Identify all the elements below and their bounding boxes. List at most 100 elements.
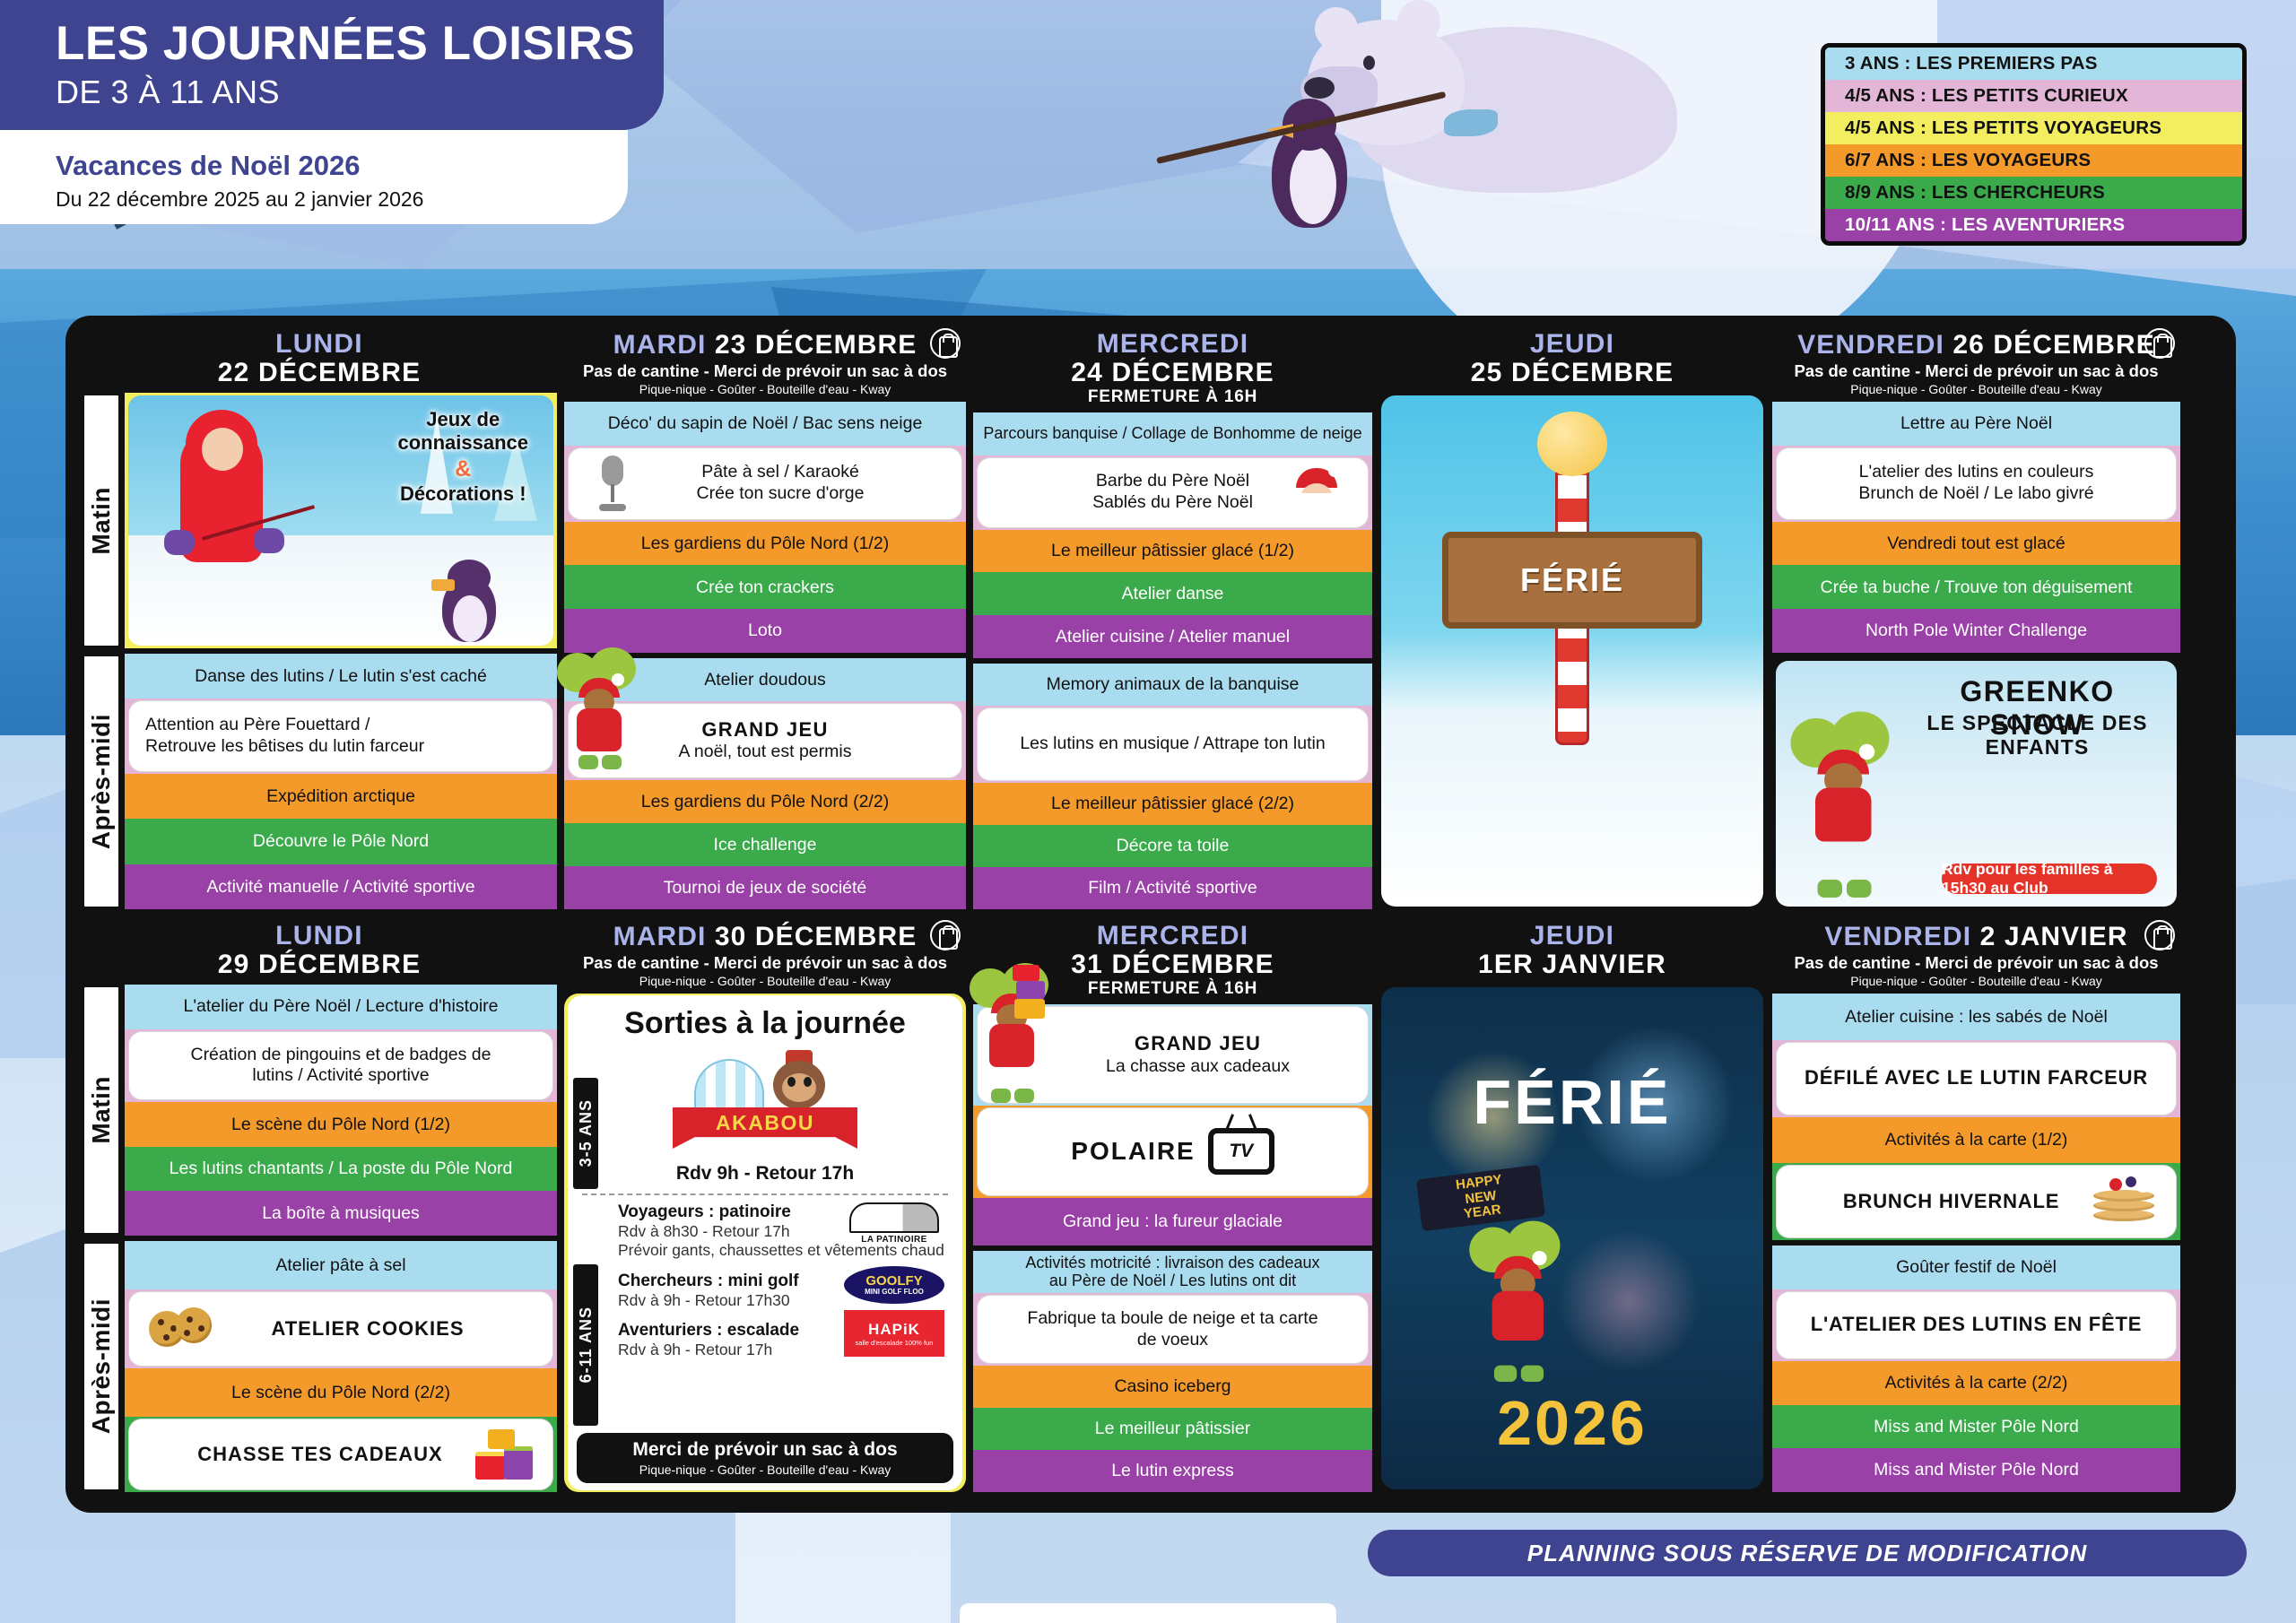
activity-card: Attention au Père Fouettard / Retrouve le… xyxy=(129,701,552,771)
bring-list-note: Pique-nique - Goûter - Bouteille d'eau -… xyxy=(639,974,891,988)
closing-note: FERMETURE À 16H xyxy=(1087,978,1258,998)
activity-row: Lettre au Père Noël xyxy=(1772,402,2180,446)
period-banner: Vacances de Noël 2026 Du 22 décembre 202… xyxy=(0,130,628,224)
activity-card: Création de pingouins et de badges de lut… xyxy=(129,1031,552,1100)
disclaimer-ribbon: PLANNING SOUS RÉSERVE DE MODIFICATION xyxy=(1368,1530,2247,1576)
slot-label-text: Après-midi xyxy=(87,713,115,850)
activity-row: Activités motricité : livraison des cade… xyxy=(973,1250,1372,1293)
activity-row: Goûter festif de Noël xyxy=(1772,1245,2180,1289)
day-date: 24 DÉCEMBRE xyxy=(1071,357,1274,387)
ferie-label: FÉRIÉ xyxy=(1519,560,1624,598)
day-name: MERCREDI xyxy=(1096,921,1249,950)
activity-card-sub: A noël, tout est permis xyxy=(678,742,852,762)
activity-row: Film / Activité sportive xyxy=(973,866,1372,910)
activity-card-text: L'ATELIER DES LUTINS EN FÊTE xyxy=(1810,1313,2143,1336)
page-subtitle: DE 3 À 11 ANS xyxy=(56,74,280,110)
greenko-subtitle: LE SPECTACLE DES ENFANTS xyxy=(1926,711,2148,759)
period-range: Du 22 décembre 2025 au 2 janvier 2026 xyxy=(56,187,424,211)
gift-boxes-icon xyxy=(472,1429,538,1480)
day-name: MARDI xyxy=(613,330,707,360)
day-name: LUNDI xyxy=(275,329,363,359)
day-column-jeudi-1er-janvier: JEUDI 1ER JANVIER FÉRIÉ HAPPY NEW YEAR 202… xyxy=(1379,918,1765,1492)
activity-card: L'ATELIER DES LUTINS EN FÊTE xyxy=(1777,1291,2176,1358)
activity-row: CHASSE TES CADEAUX xyxy=(125,1417,557,1493)
patinoire-logo: LA PATINOIRE xyxy=(840,1202,948,1245)
day-column-vendredi-26: VENDREDI 26 DÉCEMBRE Pas de cantine - Me… xyxy=(1772,326,2180,909)
activity-card-title: GRAND JEU xyxy=(701,717,829,741)
title-banner: LES JOURNÉES LOISIRS DE 3 À 11 ANS xyxy=(0,0,664,130)
activity-row: Casino iceberg xyxy=(973,1366,1372,1409)
activity-row: Déco' du sapin de Noël / Bac sens neige xyxy=(564,402,966,446)
afternoon-slot: Après-midi Atelier pâte à sel ATELIER CO… xyxy=(82,1240,557,1493)
elf-tree-mascot-icon xyxy=(555,647,641,769)
period-title: Vacances de Noël 2026 xyxy=(56,150,361,181)
week-1: LUNDI 22 DÉCEMBRE Matin xyxy=(82,326,2220,910)
activity-row: Décore ta toile xyxy=(973,824,1372,867)
tv-icon: TV xyxy=(1207,1128,1274,1176)
activity-row: Le lutin express xyxy=(973,1450,1372,1492)
day-header: LUNDI 22 DÉCEMBRE xyxy=(82,326,557,393)
elf-tree-mascot-icon xyxy=(1788,711,1923,898)
no-canteen-note: Pas de cantine - Merci de prévoir un sac… xyxy=(582,361,948,380)
santa-icon xyxy=(1292,464,1341,517)
day-header: JEUDI 25 DÉCEMBRE xyxy=(1379,326,1765,393)
legend-item-1011aventuriers: 10/11 ANS : LES AVENTURIERS xyxy=(1825,209,2242,241)
day-outing-panel: Sorties à la journée 3-5 ANS AKABOU Rdv … xyxy=(568,995,962,1490)
activity-card-text: DÉFILÉ AVEC LE LUTIN FARCEUR xyxy=(1805,1066,2148,1089)
activity-row: Grand jeu : la fureur glaciale xyxy=(973,1197,1372,1245)
day-date: 31 DÉCEMBRE xyxy=(1071,949,1274,979)
day-title: VENDREDI 2 JANVIER xyxy=(1772,922,2180,952)
activity-row: Atelier pâte à sel xyxy=(125,1240,557,1289)
day-header: MARDI 30 DÉCEMBRE Pas de cantine - Merci… xyxy=(564,918,966,994)
activity-row: Découvre le Pôle Nord xyxy=(125,819,557,864)
no-canteen-note: Pas de cantine - Merci de prévoir un sac… xyxy=(582,953,948,972)
day-column-vendredi-2-janvier: VENDREDI 2 JANVIER Pas de cantine - Merc… xyxy=(1772,918,2180,1492)
day-name: VENDREDI xyxy=(1824,922,1972,951)
day-title: MARDI 23 DÉCEMBRE xyxy=(564,330,966,360)
day-header: VENDREDI 2 JANVIER Pas de cantine - Merc… xyxy=(1772,918,2180,994)
activity-card: Pâte à sel / Karaoké Crée ton sucre d'org… xyxy=(569,447,961,519)
day-date: 1ER JANVIER xyxy=(1478,949,1666,979)
activity-row: Expédition arctique xyxy=(125,773,557,819)
day-column-lundi-29: LUNDI 29 DÉCEMBRE Matin L'atelier du Pèr… xyxy=(82,918,557,1493)
age-tag-6-11: 6-11 ANS xyxy=(573,1264,598,1426)
day-date: 22 DÉCEMBRE xyxy=(217,357,422,387)
ferie-panel-newyear: FÉRIÉ HAPPY NEW YEAR 2026 xyxy=(1381,986,1763,1489)
hero-line-1: Jeux de xyxy=(426,407,500,430)
backpack-icon xyxy=(2144,328,2175,359)
activity-row: Fabrique ta boule de neige et ta carte de… xyxy=(973,1292,1372,1367)
outing-footer-note: Merci de prévoir un sac à dos Pique-niqu… xyxy=(577,1433,953,1483)
activity-row: Les lutins en musique / Attrape ton luti… xyxy=(973,706,1372,783)
activity-row: GRAND JEU La chasse aux cadeaux xyxy=(973,1003,1372,1106)
slot-label-matin: Matin xyxy=(82,392,121,648)
day-date: 26 DÉCEMBRE xyxy=(1952,330,2155,360)
activity-card: Barbe du Père Noël Sablés du Père Noël xyxy=(978,457,1368,527)
activity-row: POLAIRE TV xyxy=(973,1105,1372,1198)
activity-card: GRAND JEU La chasse aux cadeaux xyxy=(978,1006,1368,1103)
age-group-legend: 3 ANS : LES PREMIERS PAS 4/5 ANS : LES P… xyxy=(1821,43,2247,246)
activity-row: Miss and Mister Pôle Nord xyxy=(1772,1448,2180,1492)
outing-time: Rdv à 9h - Retour 17h30 xyxy=(618,1290,790,1309)
footer-decoration xyxy=(960,1603,1336,1623)
hapik-logo: HAPiK salle d'escalade 100% fun xyxy=(840,1310,948,1358)
activity-card: CHASSE TES CADEAUX xyxy=(129,1419,552,1490)
ferie-label: FÉRIÉ xyxy=(1473,1066,1672,1137)
legend-item-45voyageurs: 4/5 ANS : LES PETITS VOYAGEURS xyxy=(1825,112,2242,144)
activity-row: Atelier cuisine / Atelier manuel xyxy=(973,615,1372,658)
hero-amp: & xyxy=(455,456,472,482)
age-tag-3-5: 3-5 ANS xyxy=(573,1078,598,1189)
hero-text: Jeux de connaissance & Décorations ! xyxy=(397,408,528,506)
afternoon-slot: Après-midi Danse des lutins / Le lutin s… xyxy=(82,653,557,910)
activity-row: Le meilleur pâtissier glacé (2/2) xyxy=(973,782,1372,825)
page-title: LES JOURNÉES LOISIRS xyxy=(56,17,636,70)
legend-item-89chercheurs: 8/9 ANS : LES CHERCHEURS xyxy=(1825,177,2242,209)
activity-card: GRAND JEU A noël, tout est permis xyxy=(569,704,961,777)
ferie-sign: FÉRIÉ xyxy=(1442,531,1702,629)
day-date: 2 JANVIER xyxy=(1979,922,2128,951)
activity-row: L'ATELIER DES LUTINS EN FÊTE xyxy=(1772,1289,2180,1361)
pancake-icon xyxy=(2090,1176,2158,1227)
activity-row: Activités à la carte (2/2) xyxy=(1772,1360,2180,1405)
outing-title: Aventuriers : escalade xyxy=(618,1321,800,1341)
day-name: MERCREDI xyxy=(1096,329,1249,359)
day-column-mardi-23: MARDI 23 DÉCEMBRE Pas de cantine - Merci… xyxy=(557,326,966,909)
